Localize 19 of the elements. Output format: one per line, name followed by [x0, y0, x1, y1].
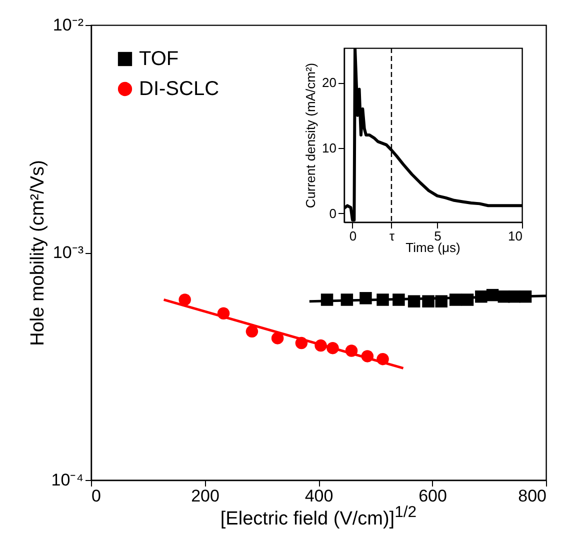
y-tick-label: 10⁻⁴	[51, 470, 84, 490]
y-axis-title: Hole mobility (cm²/Vs)	[27, 160, 48, 346]
x-tick-label: 400	[304, 486, 334, 506]
x-tick-label: 600	[418, 486, 447, 506]
y-tick-label: 10⁻³	[52, 243, 84, 262]
x-tick-label: 10	[508, 228, 522, 244]
y-tick-label: 20	[322, 75, 336, 90]
y-axis-title: Current density (mA/cm²)	[303, 62, 318, 208]
y-tick-label: 0	[329, 206, 336, 221]
x-tick-label: τ	[389, 228, 396, 244]
y-tick-label: 10	[322, 140, 336, 156]
x-tick-label: 0	[92, 486, 101, 506]
legend-label: DI-SCLC	[139, 78, 220, 100]
x-tick-label: 200	[191, 486, 220, 506]
x-axis-title: [Electric field (V/cm)]$^{1/2}$	[220, 504, 417, 530]
legend-label: TOF	[139, 48, 179, 70]
x-tick-label: 0	[349, 228, 357, 244]
x-tick-label: 800	[518, 486, 546, 506]
y-tick-label: 10⁻²	[52, 16, 84, 34]
